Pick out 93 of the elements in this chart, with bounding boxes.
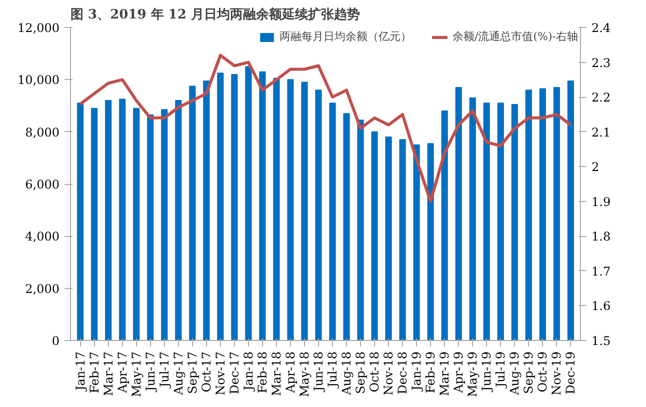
x-tick-label: Jun-19 xyxy=(480,352,494,394)
legend-label: 两融每月日均余额（亿元） xyxy=(280,29,412,44)
x-tick-label: Jan-19 xyxy=(410,351,424,393)
x-tick-label: Nov-19 xyxy=(550,352,564,396)
x-tick-label: Sep-19 xyxy=(522,352,536,394)
y2-tick-label: 2 xyxy=(592,160,600,174)
x-tick-label: Sep-17 xyxy=(185,352,200,394)
y-tick-label: 4,000 xyxy=(25,230,60,244)
bar xyxy=(77,102,84,340)
bar xyxy=(371,131,378,340)
bar xyxy=(483,102,490,340)
x-tick-label: Dec-18 xyxy=(396,351,410,394)
bar xyxy=(273,78,280,340)
x-tick-label: Jul-18 xyxy=(326,352,340,390)
y-tick-label: 10,000 xyxy=(18,73,60,88)
bar xyxy=(469,97,476,340)
x-tick-label: Oct-17 xyxy=(199,351,214,392)
x-tick-label: Mar-18 xyxy=(269,351,284,396)
chart-title: 图 3、2019 年 12 月日均两融余额延续扩张趋势 xyxy=(70,6,360,22)
bar xyxy=(413,144,420,340)
x-tick-label: Feb-17 xyxy=(87,351,102,394)
x-tick-label: May-17 xyxy=(129,352,144,398)
bar xyxy=(161,109,168,340)
x-tick-label: Feb-18 xyxy=(255,351,270,394)
y2-tick-label: 1.9 xyxy=(592,194,611,209)
y2-tick-label: 2.2 xyxy=(592,90,611,105)
y2-tick-label: 1.8 xyxy=(592,230,611,244)
x-tick-label: Aug-17 xyxy=(171,351,186,396)
x-tick-label: Jul-19 xyxy=(494,352,508,390)
bar xyxy=(511,104,518,340)
bar xyxy=(259,71,266,340)
y-tick-label: 2,000 xyxy=(25,282,60,296)
y-tick-label: 0 xyxy=(52,334,60,348)
x-tick-label: Oct-18 xyxy=(368,351,382,392)
bar xyxy=(147,114,154,340)
bar xyxy=(553,86,560,340)
bar xyxy=(329,102,336,340)
y2-tick-label: 1.6 xyxy=(592,299,611,314)
y-tick-label: 12,000 xyxy=(18,21,60,35)
legend-label: 余额/流通总市值(%)-右轴 xyxy=(452,29,578,44)
bar xyxy=(245,66,252,340)
bar xyxy=(231,74,238,340)
y2-tick-label: 1.7 xyxy=(592,264,611,278)
x-tick-label: Oct-19 xyxy=(536,351,550,392)
bar xyxy=(175,100,182,340)
bar xyxy=(567,80,574,340)
bar xyxy=(287,79,294,340)
bar xyxy=(105,100,112,340)
bar xyxy=(217,72,224,340)
x-tick-label: Sep-18 xyxy=(354,352,368,394)
x-tick-label: May-18 xyxy=(297,352,312,398)
x-tick-label: Apr-18 xyxy=(283,351,298,394)
x-tick-label: Aug-19 xyxy=(508,351,522,396)
bar xyxy=(357,120,364,340)
x-tick-label: Nov-18 xyxy=(382,352,396,396)
bar xyxy=(91,108,98,340)
x-tick-label: Nov-17 xyxy=(213,352,228,396)
x-tick-label: Dec-19 xyxy=(564,351,578,394)
x-tick-label: Mar-19 xyxy=(438,351,452,396)
x-tick-label: May-19 xyxy=(466,352,480,398)
bar xyxy=(441,110,448,340)
line-series xyxy=(78,54,572,203)
y2-tick-label: 2.3 xyxy=(592,56,611,70)
x-tick-label: Jan-18 xyxy=(241,351,256,393)
y-tick-label: 8,000 xyxy=(25,125,60,140)
bar xyxy=(315,90,322,340)
bar xyxy=(119,98,126,340)
bar xyxy=(427,143,434,340)
bar xyxy=(455,86,462,340)
y2-tick-label: 2.4 xyxy=(592,21,611,35)
bar xyxy=(301,82,308,340)
x-tick-label: Dec-17 xyxy=(227,351,242,394)
x-tick-label: Apr-19 xyxy=(452,351,466,394)
y-tick-label: 6,000 xyxy=(25,178,60,192)
bar xyxy=(133,108,140,340)
x-tick-label: Jun-17 xyxy=(143,352,158,394)
y2-tick-label: 1.5 xyxy=(592,334,611,348)
x-tick-label: Mar-17 xyxy=(101,351,116,396)
x-tick-label: Jan-17 xyxy=(73,351,88,393)
bar xyxy=(399,139,406,340)
bar xyxy=(539,88,546,340)
bar xyxy=(343,113,350,340)
bar xyxy=(203,80,210,340)
x-tick-label: Aug-18 xyxy=(340,351,354,396)
x-tick-label: Feb-19 xyxy=(424,351,438,394)
bar xyxy=(525,90,532,340)
x-tick-label: Jul-17 xyxy=(157,352,172,390)
x-tick-label: Apr-17 xyxy=(115,351,130,394)
bar xyxy=(189,86,196,340)
bar xyxy=(497,102,504,340)
x-tick-label: Jun-18 xyxy=(311,352,326,394)
y2-tick-label: 2.1 xyxy=(592,125,611,140)
bar xyxy=(385,136,392,340)
